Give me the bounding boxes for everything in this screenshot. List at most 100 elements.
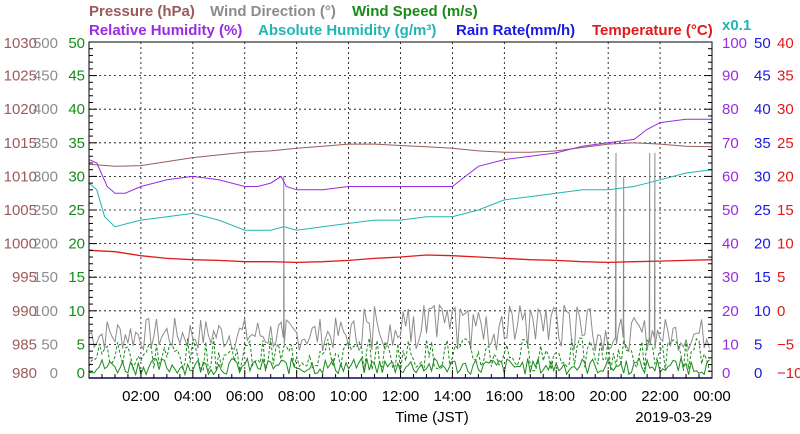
header-row-1: Pressure (hPa) Wind Direction (°) Wind S… (89, 3, 478, 20)
y-tick-label-wind-speed: 10 (68, 303, 85, 320)
x-tick-label: 20:00 (589, 388, 627, 405)
x-tick-label: 22:00 (641, 388, 679, 405)
y-tick-label-humidity: 50 (722, 202, 739, 219)
y-tick-label-temperature: 40 (777, 35, 794, 52)
y-tick-label-rain-rate: 40 (754, 101, 771, 118)
series-temperature (88, 249, 713, 264)
y-tick-label-wind-direction: 250 (33, 202, 58, 219)
y-tick-label-wind-direction: 300 (33, 168, 58, 185)
y-tick-label-temperature: 25 (777, 135, 794, 152)
x-tick-label: 16:00 (486, 388, 524, 405)
y-tick-label-humidity: 80 (722, 101, 739, 118)
y-tick-label-temperature: 15 (777, 202, 794, 219)
x-tick-label: 18:00 (537, 388, 575, 405)
y-tick-label-pressure: 1000 (4, 236, 37, 253)
y-tick-label-temperature: 5 (777, 269, 785, 286)
x-tick-label: 12:00 (382, 388, 420, 405)
y-tick-label-temperature: 20 (777, 168, 794, 185)
y-tick-label-wind-direction: 150 (33, 269, 58, 286)
y-tick-label-humidity: 10 (722, 336, 739, 353)
y-tick-label-wind-direction: 350 (33, 135, 58, 152)
header-wind-speed: Wind Speed (m/s) (352, 3, 478, 20)
y-tick-label-pressure: 1020 (4, 101, 37, 118)
series-absolute-humidity (88, 169, 713, 231)
y-tick-label-wind-speed: 50 (68, 35, 85, 52)
y-tick-label-wind-speed: 25 (68, 202, 85, 219)
y-tick-label-wind-direction: 100 (33, 303, 58, 320)
y-tick-label-temperature: 35 (777, 68, 794, 85)
multiplier-label: x0.1 (722, 17, 751, 34)
y-tick-label-wind-direction: 400 (33, 101, 58, 118)
y-tick-label-rain-rate: 45 (754, 68, 771, 85)
series-wind-gust (88, 337, 710, 373)
x-axis: 02:00 04:00 06:00 08:00 10:00 12:00 14:00 16:00… (88, 370, 731, 405)
series-pressure (88, 142, 713, 167)
y-tick-label-temperature: 10 (777, 236, 794, 253)
y-tick-label-wind-direction: 50 (41, 336, 58, 353)
y-tick-label-rain-rate: 0 (754, 365, 762, 382)
y-tick-label-rain-rate: 50 (754, 35, 771, 52)
y-tick-label-wind-speed: 45 (68, 68, 85, 85)
y-tick-label-wind-speed: 40 (68, 101, 85, 118)
y-tick-label-wind-speed: 30 (68, 168, 85, 185)
y-tick-label-rain-rate: 10 (754, 303, 771, 320)
y-tick-label-rain-rate: 25 (754, 202, 771, 219)
x-axis-title: Time (JST) (395, 409, 469, 426)
y-tick-label-pressure: 995 (12, 269, 37, 286)
y-tick-label-wind-speed: 5 (77, 336, 85, 353)
y-tick-label-wind-speed: 35 (68, 135, 85, 152)
x-tick-label: 04:00 (174, 388, 212, 405)
y-tick-label-wind-direction: 450 (33, 68, 58, 85)
y-tick-label-wind-speed: 15 (68, 269, 85, 286)
y-tick-label-pressure: 1005 (4, 202, 37, 219)
y-tick-label-rain-rate: 35 (754, 135, 771, 152)
y-tick-label-humidity: 100 (722, 35, 747, 52)
header-pressure: Pressure (hPa) (89, 3, 195, 20)
y-tick-label-wind-direction: 0 (50, 365, 58, 382)
y-tick-label-pressure: 990 (12, 303, 37, 320)
y-tick-label-pressure: 1025 (4, 68, 37, 85)
header-relative-humidity: Relative Humidity (%) (89, 22, 242, 39)
x-tick-label: 14:00 (434, 388, 472, 405)
y-tick-label-humidity: 70 (722, 135, 739, 152)
y-tick-label-wind-direction: 200 (33, 236, 58, 253)
y-tick-label-wind-speed: 0 (77, 365, 85, 382)
header-temperature: Temperature (°C) (592, 22, 713, 39)
grid-lines (89, 42, 712, 378)
series-wind-direction (88, 152, 710, 353)
y-tick-label-rain-rate: 20 (754, 236, 771, 253)
y-tick-label-humidity: 60 (722, 168, 739, 185)
x-tick-label: 02:00 (122, 388, 160, 405)
header-row-2: Relative Humidity (%) Absolute Humidity … (89, 22, 713, 39)
y-tick-label-pressure: 1010 (4, 168, 37, 185)
x-tick-label: 06:00 (226, 388, 264, 405)
series-relative-humidity (88, 118, 712, 194)
y-tick-label-humidity: 20 (722, 303, 739, 320)
y-tick-label-temperature: −5 (777, 336, 794, 353)
header-rain-rate: Rain Rate(mm/h) (456, 22, 575, 39)
y-tick-label-wind-speed: 20 (68, 236, 85, 253)
header-wind-direction: Wind Direction (°) (210, 3, 336, 20)
y-tick-label-rain-rate: 30 (754, 168, 771, 185)
y-tick-label-rain-rate: 15 (754, 269, 771, 286)
y-tick-label-rain-rate: 5 (754, 336, 762, 353)
y-axes: 9809859909951000100510101015102010251030… (4, 35, 800, 382)
y-tick-label-humidity: 90 (722, 68, 739, 85)
y-tick-label-pressure: 1015 (4, 135, 37, 152)
y-tick-label-temperature: 30 (777, 101, 794, 118)
y-tick-label-temperature: −10 (777, 365, 800, 382)
y-tick-label-pressure: 980 (12, 365, 37, 382)
y-tick-label-wind-direction: 500 (33, 35, 58, 52)
y-tick-label-humidity: 40 (722, 236, 739, 253)
x-tick-label: 00:00 (693, 388, 731, 405)
date-label: 2019-03-29 (635, 409, 712, 426)
y-tick-label-humidity: 0 (722, 365, 730, 382)
x-tick-label: 10:00 (330, 388, 368, 405)
y-tick-label-humidity: 30 (722, 269, 739, 286)
header-absolute-humidity: Absolute Humidity (g/m³) (258, 22, 436, 39)
x-tick-label: 08:00 (278, 388, 316, 405)
y-tick-label-pressure: 1030 (4, 35, 37, 52)
y-tick-label-pressure: 985 (12, 336, 37, 353)
y-tick-label-temperature: 0 (777, 303, 785, 320)
